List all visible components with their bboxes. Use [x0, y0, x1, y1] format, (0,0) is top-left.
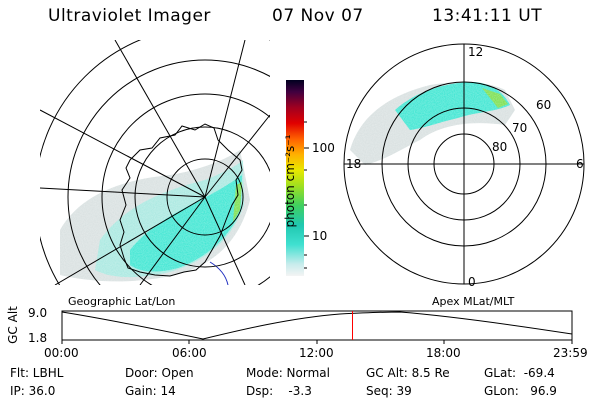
header-time: 13:41:11 UT: [432, 6, 543, 26]
status-gcalt: GC Alt: 8.5 Re: [366, 366, 450, 380]
mlt-label-18: 18: [346, 157, 362, 171]
geo-panel-title: Geographic Lat/Lon: [68, 295, 176, 308]
lat-label-80: 80: [492, 140, 508, 154]
status-seq: Seq: 39: [366, 384, 412, 398]
status-ip: IP: 36.0: [10, 384, 56, 398]
colorbar-label: photon cm⁻²s⁻¹: [283, 134, 297, 228]
header-title: Ultraviolet Imager: [48, 6, 211, 26]
altitude-curve: [61, 311, 573, 340]
mlt-label-0: 0: [468, 275, 476, 289]
timeline-plot: [61, 310, 573, 344]
header-date: 07 Nov 07: [272, 6, 364, 26]
mlt-panel-title: Apex MLat/MLT: [432, 295, 515, 308]
coastline-blue: [209, 261, 229, 285]
timeline-xtick-1200: 12:00: [299, 346, 334, 360]
timeline-xtick-2359: 23:59: [553, 346, 588, 360]
lat-label-60: 60: [536, 98, 552, 112]
timeline-ticks: [61, 340, 573, 344]
geo-panel: [40, 40, 270, 285]
status-glat: GLat: -69.4: [484, 366, 555, 380]
status-gain: Gain: 14: [125, 384, 176, 398]
timeline-xtick-1800: 18:00: [426, 346, 461, 360]
status-mode: Mode: Normal: [246, 366, 330, 380]
timeline-xtick-0000: 00:00: [44, 346, 79, 360]
timeline-xtick-0600: 06:00: [172, 346, 207, 360]
timeline-ylabel: GC Alt: [5, 306, 20, 344]
colorbar: [286, 80, 304, 276]
timeline-ytick-1.8: 1.8: [28, 331, 48, 345]
colorbar-tick-100: 100: [312, 141, 335, 155]
colorbar-tick-10: 10: [312, 229, 328, 243]
mlt-label-12: 12: [468, 45, 484, 59]
status-door: Door: Open: [125, 366, 194, 380]
timeline-ytick-9: 9.0: [28, 306, 48, 320]
status-glon: GLon: 96.9: [484, 384, 557, 398]
mlt-panel: [343, 43, 585, 285]
status-flt: Flt: LBHL: [10, 366, 64, 380]
lat-label-70: 70: [512, 121, 528, 135]
status-dsp: Dsp: -3.3: [246, 384, 312, 398]
colorbar-ticks: [304, 121, 309, 269]
mlt-label-6: 6: [576, 157, 584, 171]
